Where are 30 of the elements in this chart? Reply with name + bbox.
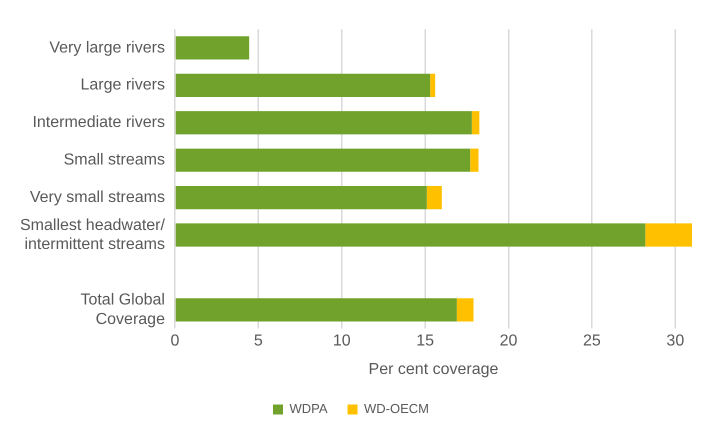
x-tick-label: 15: [416, 332, 434, 350]
bar: [426, 186, 442, 210]
y-tick-label: Small streams: [64, 152, 165, 169]
bar: [176, 111, 472, 134]
bar: [472, 111, 480, 134]
y-tick-label: Smallest headwater/ intermittent streams: [20, 216, 166, 254]
x-tick-label: 30: [666, 332, 684, 350]
x-tick-label: 10: [332, 332, 351, 350]
x-tick-label: 25: [583, 332, 601, 350]
y-tick-label: Very small streams: [30, 189, 165, 206]
bar: [456, 298, 474, 322]
x-axis-title: Per cent coverage: [368, 360, 499, 378]
legend-label: WD-OECM: [364, 401, 430, 416]
x-tick-label: 0: [170, 332, 180, 350]
bar: [176, 298, 457, 322]
x-tick-label: 20: [500, 332, 518, 350]
bar: [176, 36, 250, 60]
bar: [176, 148, 470, 172]
x-tick-label: 5: [254, 332, 263, 350]
bar: [470, 148, 479, 172]
bar: [176, 223, 646, 247]
y-tick-label: Total Global Coverage: [80, 292, 166, 328]
y-tick-label: Very large rivers: [49, 39, 165, 56]
bar: [176, 74, 430, 97]
bar: [430, 74, 436, 97]
bar: [176, 186, 427, 210]
y-tick-label: Intermediate rivers: [32, 114, 165, 132]
bar: [645, 223, 692, 247]
y-tick-label: Large rivers: [80, 76, 165, 94]
legend-label: WDPA: [289, 401, 328, 416]
